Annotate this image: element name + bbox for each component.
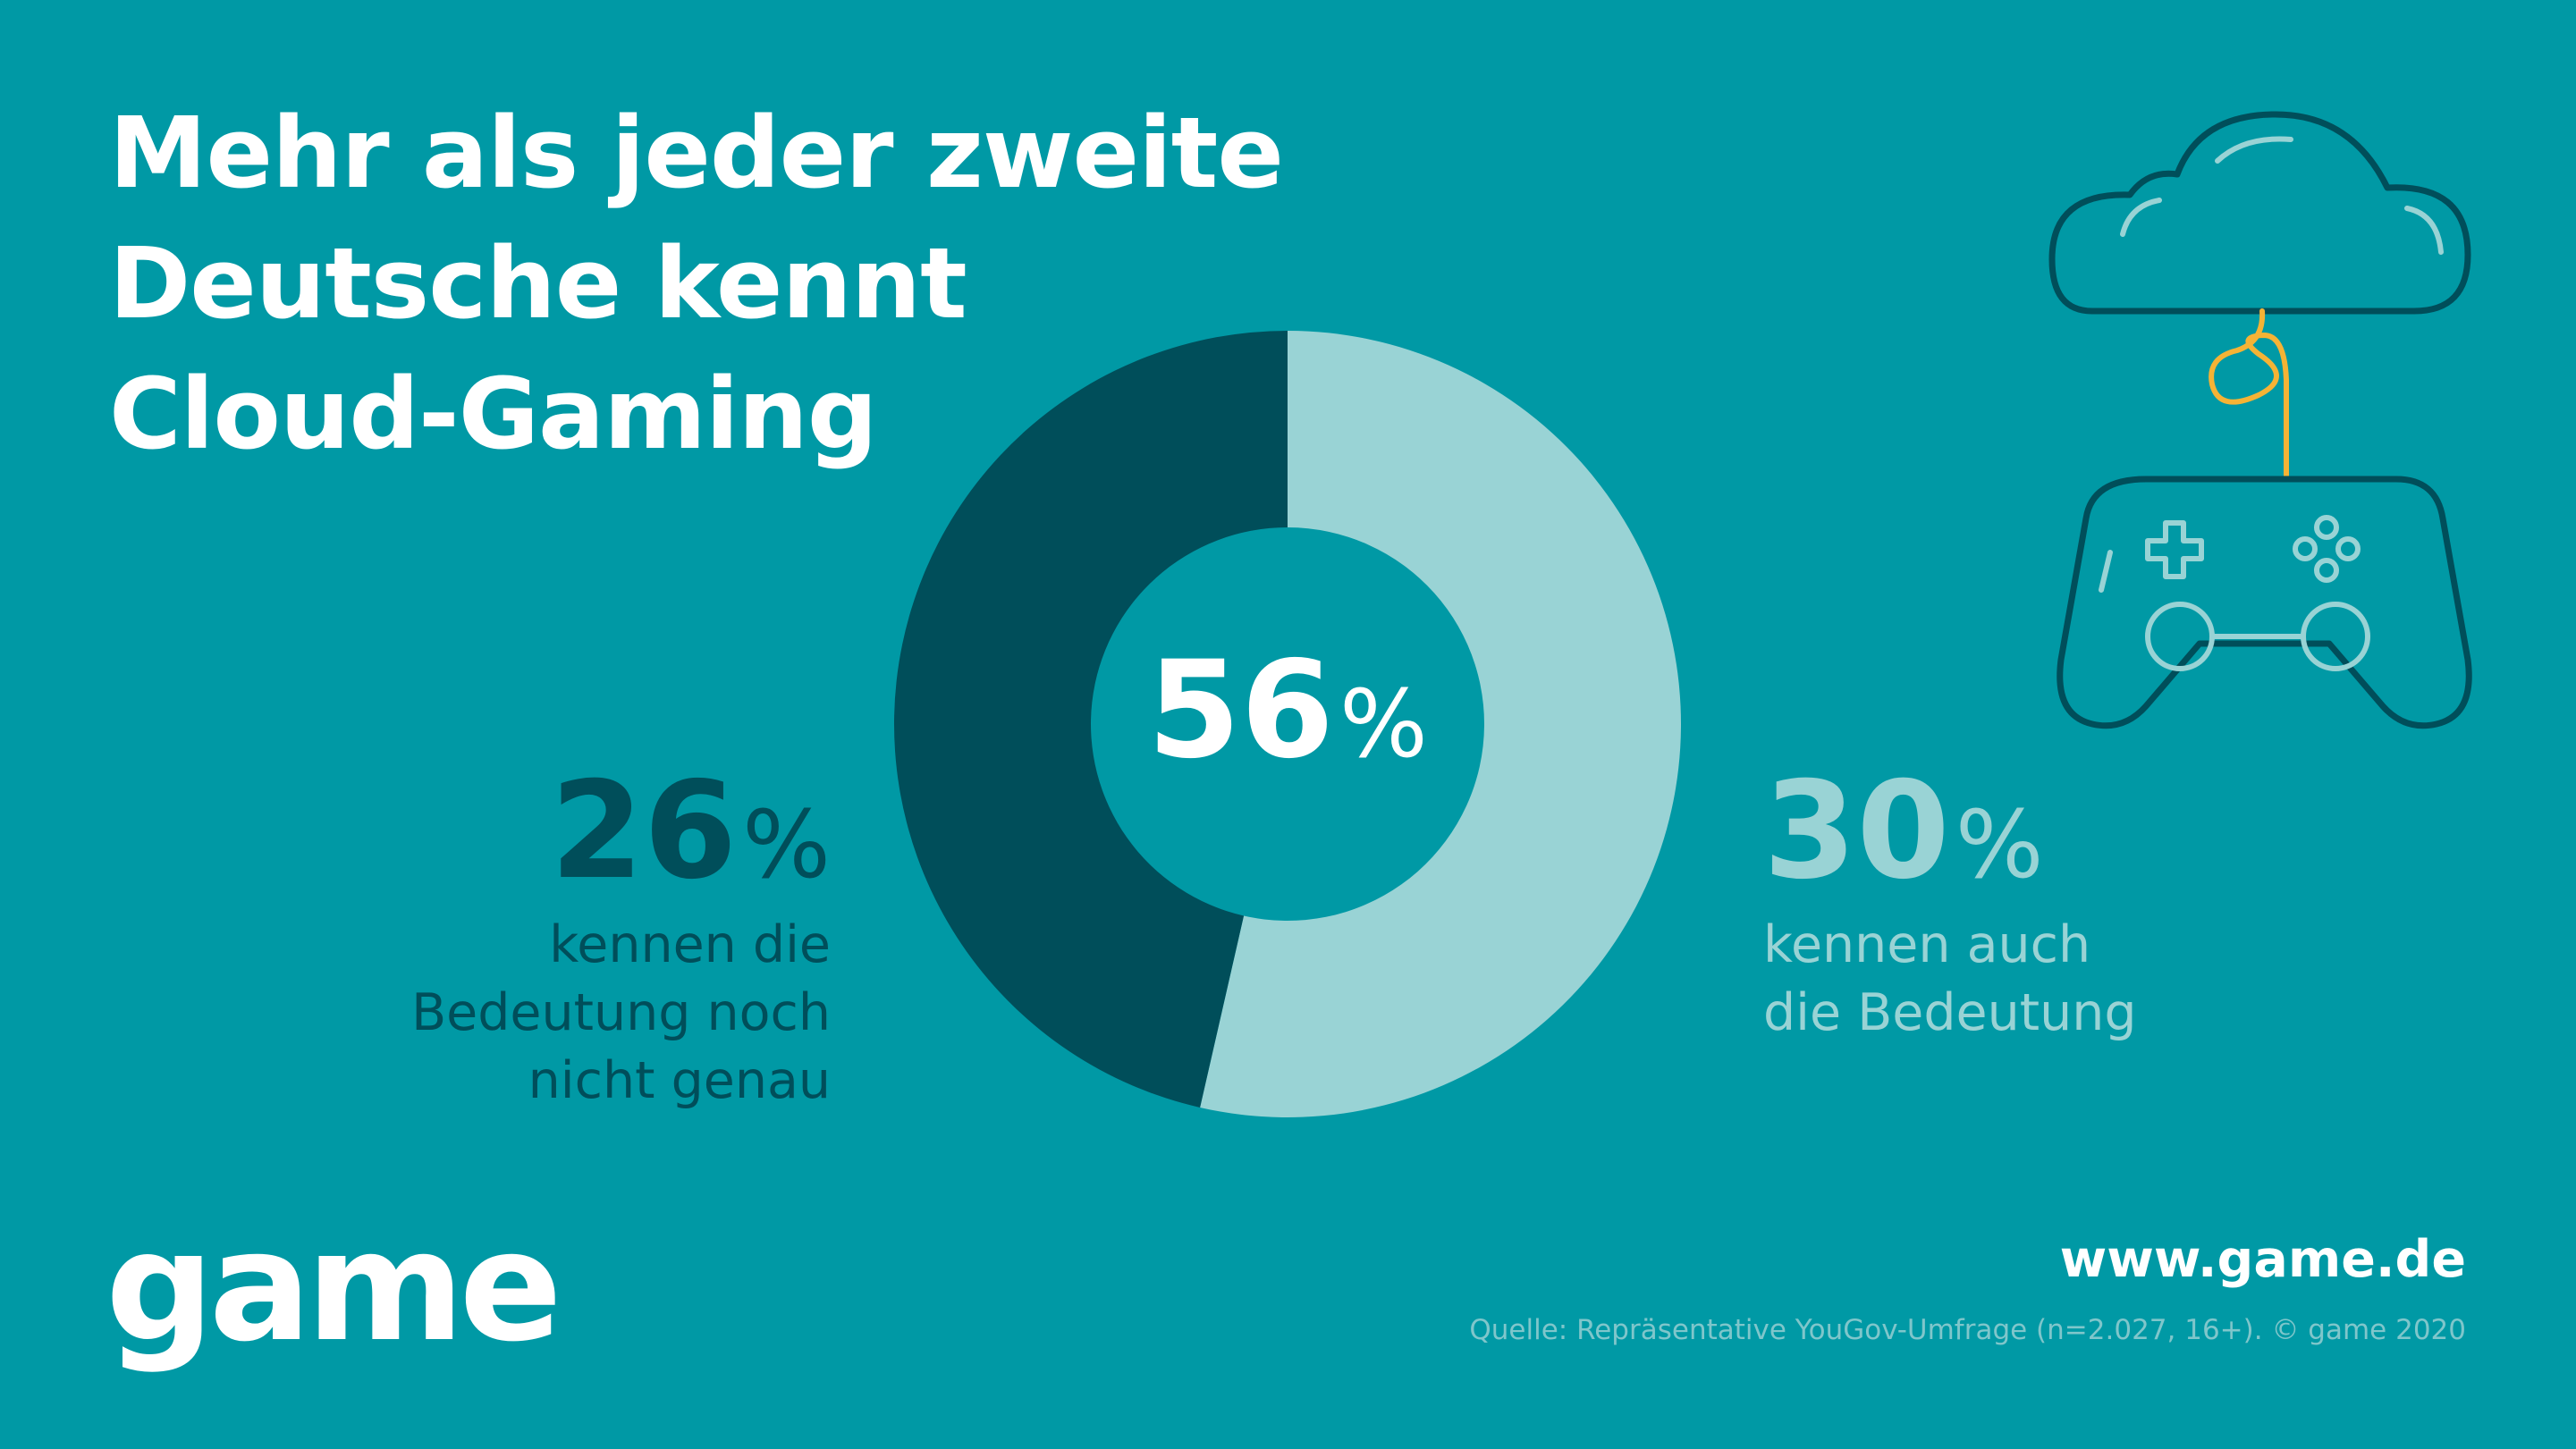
action-button-icon xyxy=(2314,515,2339,540)
cable-icon xyxy=(2209,308,2289,478)
left-unit: % xyxy=(742,790,831,899)
source-note: Quelle: Repräsentative YouGov-Umfrage (n… xyxy=(1469,1314,2466,1346)
website-url[interactable]: www.game.de xyxy=(2059,1230,2466,1289)
controller-outline-icon xyxy=(2057,476,2472,729)
left-line-3: nicht genau xyxy=(528,1051,831,1110)
controller-highlight-icon xyxy=(2099,550,2113,593)
cloud-highlight-icon xyxy=(2404,206,2444,255)
left-line-2: Bedeutung noch xyxy=(411,983,831,1042)
dpad-icon xyxy=(2145,520,2204,579)
left-value: 26 xyxy=(550,754,738,909)
action-button-icon xyxy=(2293,536,2318,561)
cloud-outline-icon xyxy=(2048,111,2471,315)
right-description: kennen auch die Bedeutung xyxy=(1763,911,2389,1047)
right-value-label: 30% xyxy=(1763,755,2389,907)
donut-slice-noch-nicht-genau xyxy=(894,331,1288,1108)
left-description: kennen die Bedeutung noch nicht genau xyxy=(205,911,831,1115)
left-line-1: kennen die xyxy=(549,915,831,974)
legend-left: 26% kennen die Bedeutung noch nicht gena… xyxy=(205,755,831,1115)
title-line-3: Cloud-Gaming xyxy=(109,357,878,471)
left-stick-icon xyxy=(2145,602,2215,671)
cloud-highlight-icon xyxy=(2215,136,2293,164)
title-line-1: Mehr als jeder zweite xyxy=(109,96,1284,210)
donut-slice-kennen-auch xyxy=(1200,331,1682,1117)
action-button-icon xyxy=(2335,536,2361,561)
action-button-icon xyxy=(2314,558,2339,583)
title-line-2: Deutsche kennt xyxy=(109,226,967,341)
chart-title: Mehr als jeder zweite Deutsche kennt Clo… xyxy=(109,88,1284,479)
cloud-highlight-icon xyxy=(2120,198,2162,237)
right-stick-icon xyxy=(2301,602,2370,671)
cloud-gaming-controller-icon xyxy=(2048,111,2472,729)
legend-right: 30% kennen auch die Bedeutung xyxy=(1763,755,2389,1047)
right-unit: % xyxy=(1955,790,2044,899)
right-line-2: die Bedeutung xyxy=(1763,983,2137,1042)
total-value: 56 xyxy=(1147,633,1334,788)
total-value-label: 56% xyxy=(1109,635,1466,787)
game-logo: game xyxy=(106,1199,562,1376)
right-value: 30 xyxy=(1763,754,1950,909)
left-value-label: 26% xyxy=(205,755,831,907)
right-line-1: kennen auch xyxy=(1763,915,2091,974)
total-unit: % xyxy=(1339,670,1428,779)
